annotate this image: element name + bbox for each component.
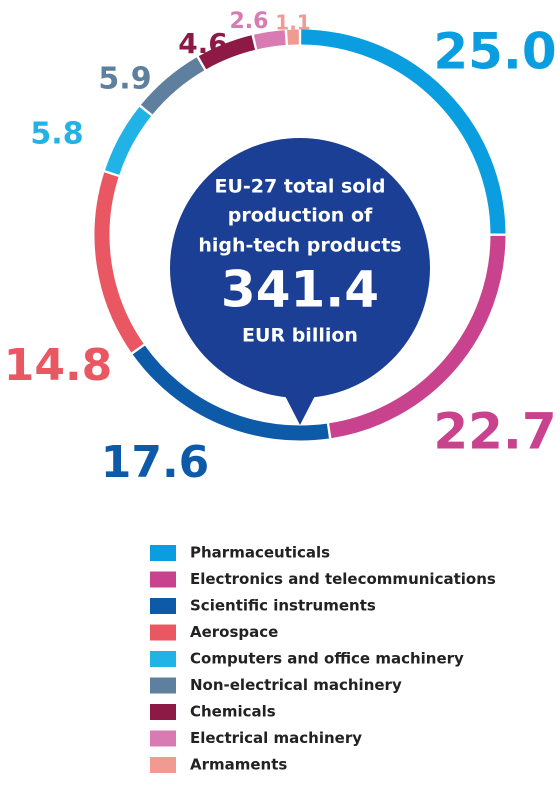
center-pointer <box>282 390 318 425</box>
center-title: EU-27 total sold <box>215 176 386 198</box>
legend-label: Pharmaceuticals <box>190 544 330 562</box>
legend-swatch <box>150 545 176 561</box>
center-title: production of <box>228 205 373 227</box>
data-label: 5.9 <box>98 62 151 97</box>
legend-swatch <box>150 757 176 773</box>
data-label: 2.6 <box>230 9 269 34</box>
data-label: 14.8 <box>4 340 113 391</box>
donut-segment <box>140 57 205 115</box>
legend-label: Chemicals <box>190 703 276 721</box>
data-label: 25.0 <box>433 23 556 81</box>
legend-swatch <box>150 598 176 614</box>
donut-segment <box>253 30 286 50</box>
legend-label: Electrical machinery <box>190 729 362 747</box>
legend-label: Electronics and telecommunications <box>190 570 496 588</box>
legend-label: Scientific instruments <box>190 597 376 615</box>
legend-label: Aerospace <box>190 623 278 641</box>
legend-swatch <box>150 730 176 747</box>
data-label: 22.7 <box>433 403 556 461</box>
center-title: high-tech products <box>198 235 401 257</box>
legend-label: Non-electrical machinery <box>190 676 402 694</box>
data-label: 5.8 <box>30 117 83 152</box>
donut-segment <box>329 235 506 439</box>
center-circle <box>170 138 430 398</box>
legend-swatch <box>150 677 176 694</box>
donut-segment <box>105 106 152 175</box>
legend-label: Armaments <box>190 756 287 774</box>
donut-segment <box>198 35 256 70</box>
legend-swatch <box>150 571 176 588</box>
center-unit: EUR billion <box>242 325 358 347</box>
center-total: 341.4 <box>221 261 379 319</box>
donut-segment <box>132 345 329 441</box>
donut <box>94 29 506 441</box>
data-label: 1.1 <box>275 11 310 35</box>
data-label: 4.6 <box>178 27 228 60</box>
legend-swatch <box>150 704 176 720</box>
legend-label: Computers and office machinery <box>190 650 464 668</box>
donut-segment <box>94 172 144 353</box>
data-label: 17.6 <box>101 437 210 488</box>
legend-swatch <box>150 624 176 641</box>
donut-segment <box>301 29 506 234</box>
legend-swatch <box>150 651 176 667</box>
